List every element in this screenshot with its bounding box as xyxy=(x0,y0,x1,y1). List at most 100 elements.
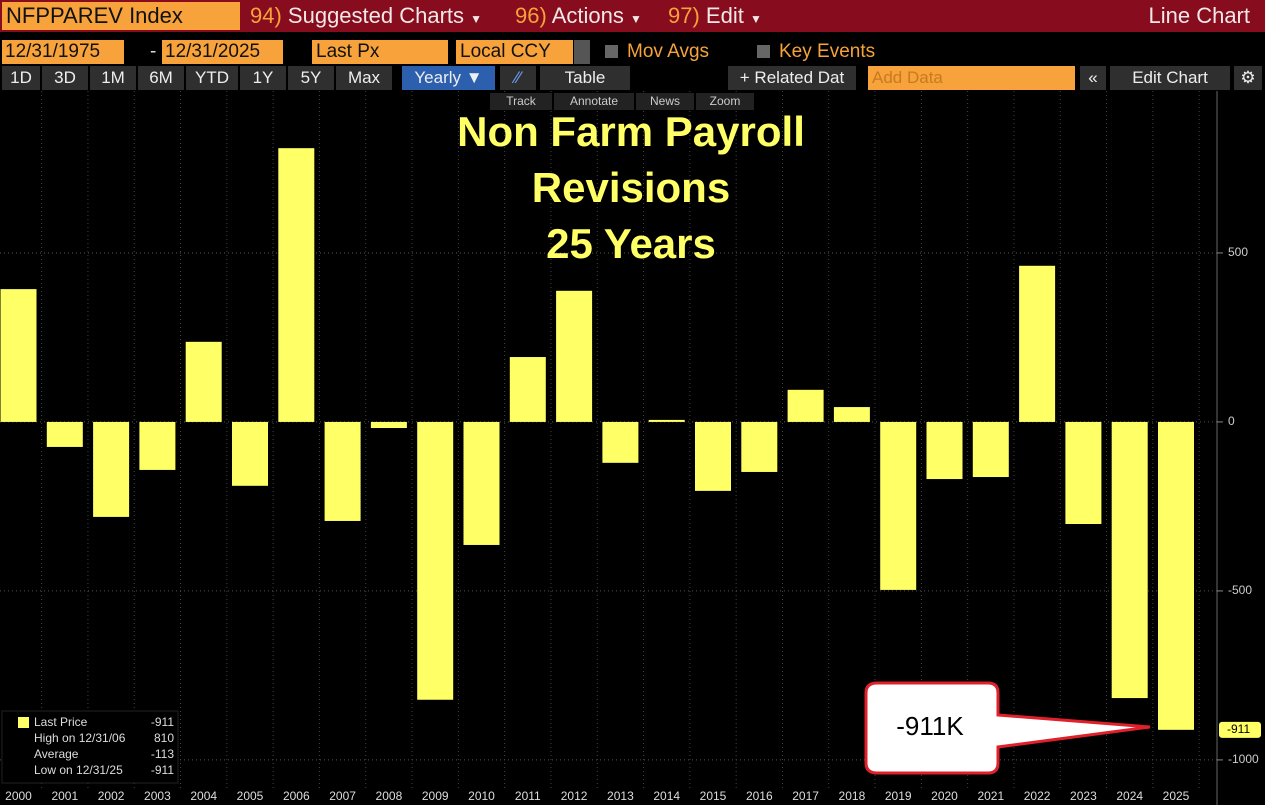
bar xyxy=(972,421,1009,478)
bar xyxy=(46,421,83,447)
last-value-tag xyxy=(1219,721,1261,738)
line-icon[interactable]: ⁄⁄ xyxy=(500,66,536,90)
ticker[interactable]: NFPPAREV Index xyxy=(2,2,240,30)
menu-num: 97) xyxy=(668,3,700,28)
tool-button[interactable]: Zoom xyxy=(696,93,754,110)
x-tick-label: 2006 xyxy=(283,789,310,803)
bar xyxy=(602,421,639,463)
x-tick-label: 2016 xyxy=(746,789,773,803)
menu[interactable]: 96) Actions ▼ xyxy=(515,3,642,28)
add-data[interactable]: Add Data xyxy=(868,66,1075,90)
y-tick-label: 500 xyxy=(1228,245,1248,259)
legend-label: High on 12/31/06 xyxy=(34,731,126,745)
bar xyxy=(185,341,222,422)
legend-label: Low on 12/31/25 xyxy=(34,763,123,777)
legend-value: 810 xyxy=(154,731,174,745)
x-tick-label: 2009 xyxy=(422,789,449,803)
start-date[interactable]: 12/31/1975 xyxy=(2,40,124,64)
bar xyxy=(1019,265,1056,422)
x-tick-label: 2018 xyxy=(839,789,866,803)
bar xyxy=(278,148,315,422)
collapse[interactable]: « xyxy=(1080,66,1106,90)
tool-button[interactable]: Annotate xyxy=(554,93,634,110)
menu-label: Edit xyxy=(705,3,744,28)
chart-title: Revisions xyxy=(532,164,730,211)
bar xyxy=(417,421,454,700)
chart: -1000 -500 0 500 2000 2001 2002 2003 2004 2005 200… xyxy=(0,91,1261,805)
bar xyxy=(232,421,268,486)
dropdown[interactable] xyxy=(574,40,590,64)
related-data[interactable]: + Related Dat xyxy=(728,66,856,90)
period-button[interactable]: 1M xyxy=(90,66,136,90)
x-tick-label: 2022 xyxy=(1024,789,1051,803)
x-tick-label: 2021 xyxy=(977,789,1004,803)
bar xyxy=(833,407,870,422)
key-events[interactable]: Key Events xyxy=(779,41,876,62)
x-tick-label: 2010 xyxy=(468,789,495,803)
callout-text: -911K xyxy=(896,711,964,741)
x-tick-label: 2003 xyxy=(144,789,171,803)
menu[interactable]: 94) Suggested Charts ▼ xyxy=(250,3,483,28)
x-tick-label: 2017 xyxy=(792,789,819,803)
legend-value: -113 xyxy=(151,747,174,761)
chart-title: Non Farm Payroll xyxy=(457,108,805,155)
settings[interactable]: ⚙ xyxy=(1234,66,1262,90)
field[interactable]: Last Px xyxy=(312,40,448,64)
bar xyxy=(139,421,176,470)
x-tick-label: 2015 xyxy=(700,789,727,803)
period-button[interactable]: 3D xyxy=(42,66,88,90)
legend-label: Average xyxy=(34,747,79,761)
bar xyxy=(370,421,407,429)
bar xyxy=(695,421,731,491)
x-tick-label: 2004 xyxy=(190,789,217,803)
x-tick-label: 2019 xyxy=(885,789,912,803)
period-button[interactable]: Max xyxy=(336,66,392,90)
x-tick-label: 2007 xyxy=(329,789,356,803)
table[interactable]: Table xyxy=(540,66,630,90)
currency[interactable]: Local CCY xyxy=(456,40,573,64)
x-tick-label: 2000 xyxy=(5,789,32,803)
bar xyxy=(93,421,130,517)
bar xyxy=(1158,421,1194,730)
x-tick-label: 2002 xyxy=(98,789,125,803)
menu-label: Suggested Charts xyxy=(287,3,465,28)
period-button[interactable]: 6M xyxy=(138,66,184,90)
checkbox[interactable] xyxy=(757,45,770,58)
x-tick-label: 2023 xyxy=(1070,789,1097,803)
period-button[interactable]: 1D xyxy=(2,66,40,90)
tool-button[interactable]: Track xyxy=(490,93,552,110)
menu[interactable]: 97) Edit ▼ xyxy=(668,3,762,28)
x-tick-label: 2001 xyxy=(51,789,78,803)
tool-button[interactable]: News xyxy=(636,93,694,110)
chart-title: 25 Years xyxy=(546,220,716,267)
end-date[interactable]: 12/31/2025 xyxy=(162,40,283,64)
period-button[interactable]: 5Y xyxy=(288,66,334,90)
period-button[interactable]: YTD xyxy=(186,66,238,90)
bar xyxy=(324,421,361,521)
bar xyxy=(741,421,778,472)
bar xyxy=(556,290,593,422)
bar xyxy=(1111,421,1148,699)
frequency[interactable]: Yearly ▼ xyxy=(402,66,495,90)
chart-kind: Line Chart xyxy=(1148,3,1250,28)
bar xyxy=(463,421,500,545)
bar xyxy=(648,419,685,422)
x-tick-label: 2013 xyxy=(607,789,634,803)
x-tick-label: 2011 xyxy=(515,789,541,803)
legend-value: -911 xyxy=(151,763,174,777)
legend-label: Last Price xyxy=(34,715,88,729)
x-tick-label: 2020 xyxy=(931,789,958,803)
edit-chart[interactable]: Edit Chart xyxy=(1110,66,1230,90)
checkbox[interactable] xyxy=(605,45,618,58)
last-value-label: -911 xyxy=(1227,722,1250,736)
bar xyxy=(0,289,37,422)
mov-avgs[interactable]: Mov Avgs xyxy=(627,41,710,62)
legend-swatch xyxy=(18,717,29,728)
menu-label: Actions xyxy=(551,3,624,28)
period-button[interactable]: 1Y xyxy=(240,66,286,90)
x-tick-label: 2008 xyxy=(376,789,403,803)
legend-value: -911 xyxy=(151,715,174,729)
bar xyxy=(1065,421,1102,525)
callout xyxy=(864,681,1151,775)
bar xyxy=(509,357,546,422)
